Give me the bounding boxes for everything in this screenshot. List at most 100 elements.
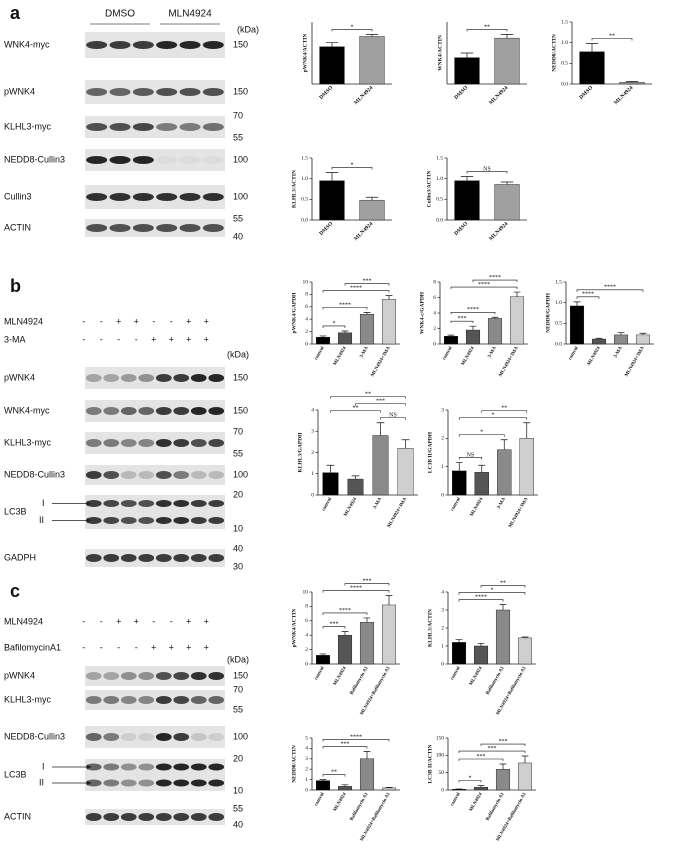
significance-label: **** bbox=[350, 734, 362, 740]
x-tick-label: MLN4924 bbox=[333, 792, 348, 813]
error-bar bbox=[523, 422, 531, 439]
band bbox=[85, 779, 102, 787]
error-bar bbox=[585, 43, 599, 52]
band bbox=[173, 500, 190, 507]
significance-bracket bbox=[466, 171, 508, 174]
significance-label: *** bbox=[488, 746, 497, 752]
significance-bracket bbox=[330, 410, 381, 413]
band bbox=[109, 88, 131, 96]
kda-marker: 55 bbox=[233, 132, 243, 142]
band bbox=[103, 813, 120, 821]
bar bbox=[613, 334, 629, 345]
kda-marker: 40 bbox=[233, 819, 243, 829]
blot bbox=[85, 149, 225, 171]
band bbox=[208, 500, 225, 507]
band bbox=[138, 554, 155, 562]
band bbox=[120, 407, 137, 415]
treatment-sign: + bbox=[204, 642, 209, 652]
band bbox=[132, 88, 154, 96]
x-tick-label: MLN4924+3MA bbox=[370, 346, 392, 378]
band bbox=[155, 672, 172, 680]
significance-bracket bbox=[466, 29, 508, 32]
treatment-sign: + bbox=[186, 316, 191, 326]
band bbox=[173, 696, 190, 704]
bar bbox=[494, 184, 520, 221]
band bbox=[120, 374, 137, 382]
band bbox=[190, 813, 207, 821]
treatment-name: BafilomycinA1 bbox=[4, 642, 61, 652]
kda-marker: 150 bbox=[233, 39, 248, 49]
y-tick-label: 10 bbox=[303, 589, 309, 595]
error-bar bbox=[365, 34, 379, 37]
band bbox=[173, 763, 190, 771]
error-bar bbox=[521, 755, 529, 763]
y-tick-label: 0 bbox=[433, 341, 436, 347]
significance-bracket bbox=[576, 289, 644, 292]
band bbox=[103, 439, 120, 447]
band bbox=[138, 813, 155, 821]
error-bar bbox=[625, 81, 639, 83]
blot bbox=[85, 400, 225, 422]
treatment-sign: - bbox=[82, 642, 85, 652]
blot bbox=[85, 809, 225, 825]
kda-marker: 100 bbox=[233, 469, 248, 479]
y-tick-label: 3 bbox=[311, 429, 314, 435]
significance-label: * bbox=[469, 775, 472, 781]
bar bbox=[473, 787, 489, 791]
band bbox=[85, 439, 102, 447]
y-tick-label: 8 bbox=[305, 604, 308, 610]
band bbox=[120, 517, 137, 524]
panel-label: b bbox=[10, 276, 21, 296]
band bbox=[208, 813, 225, 821]
significance-label: ** bbox=[365, 392, 371, 398]
band bbox=[155, 763, 172, 771]
bar bbox=[322, 472, 339, 496]
error-bar bbox=[617, 332, 625, 335]
kda-marker: 150 bbox=[233, 372, 248, 382]
significance-bracket bbox=[472, 279, 518, 283]
band bbox=[103, 779, 120, 787]
band bbox=[103, 672, 120, 680]
band bbox=[190, 672, 207, 680]
blot-name: LC3B bbox=[4, 769, 27, 779]
band bbox=[155, 554, 172, 562]
kda-marker: 10 bbox=[233, 785, 243, 795]
significance-bracket bbox=[576, 296, 600, 299]
error-bar bbox=[341, 784, 349, 787]
significance-bracket bbox=[322, 626, 346, 629]
y-tick-label: 8 bbox=[433, 279, 436, 285]
kda-marker: 55 bbox=[233, 803, 243, 813]
y-tick-label: 1.5 bbox=[436, 155, 443, 161]
band bbox=[85, 763, 102, 771]
blot bbox=[85, 32, 225, 58]
band-marker: I bbox=[42, 761, 45, 771]
significance-label: * bbox=[491, 587, 494, 593]
y-tick-label: 0.0 bbox=[561, 81, 568, 87]
significance-bracket bbox=[450, 286, 518, 290]
blot-name: ACTIN bbox=[4, 222, 31, 232]
band bbox=[85, 517, 102, 524]
x-tick-label: Bafilomycin A1 bbox=[350, 666, 370, 696]
bar bbox=[517, 637, 533, 665]
bar bbox=[494, 37, 520, 85]
x-tick-label: Bafilomycin A1 bbox=[486, 792, 506, 822]
kda-marker: 100 bbox=[233, 191, 248, 201]
significance-label: ** bbox=[484, 24, 490, 30]
band bbox=[202, 156, 224, 164]
band bbox=[208, 733, 225, 741]
band bbox=[138, 517, 155, 524]
significance-label: *** bbox=[477, 754, 486, 760]
x-tick-label: MLN4924 bbox=[469, 666, 484, 687]
significance-bracket bbox=[322, 325, 346, 328]
arrow-head bbox=[87, 764, 91, 770]
bar bbox=[517, 762, 533, 791]
band bbox=[155, 813, 172, 821]
group-label: MLN4924 bbox=[168, 9, 212, 20]
y-tick-label: 1 bbox=[305, 777, 308, 783]
arrow-head bbox=[87, 501, 91, 506]
bar bbox=[454, 57, 480, 85]
error-bar bbox=[376, 422, 385, 436]
significance-label: *** bbox=[363, 279, 372, 285]
significance-bracket bbox=[450, 311, 496, 315]
bar bbox=[569, 305, 585, 345]
